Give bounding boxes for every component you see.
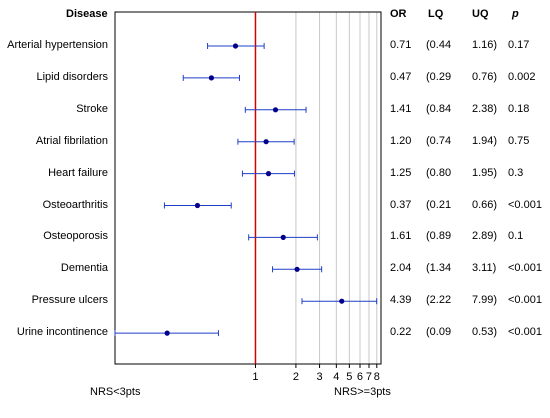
lq-value: (0.44 bbox=[426, 39, 452, 51]
footnote-right: NRS>=3pts bbox=[334, 386, 391, 398]
plot-frame bbox=[114, 11, 382, 365]
or-value: 1.41 bbox=[390, 102, 412, 115]
x-tick-label: 3 bbox=[316, 371, 322, 383]
lq-value: (0.29 bbox=[426, 70, 452, 83]
or-value: 2.04 bbox=[390, 262, 412, 275]
or-value: 0.47 bbox=[390, 70, 412, 83]
p-value: 0.18 bbox=[508, 102, 530, 115]
disease-label: Arterial hypertension bbox=[7, 39, 108, 51]
or-column-header: OR bbox=[390, 8, 407, 20]
or-point bbox=[263, 139, 269, 145]
or-value: 1.61 bbox=[390, 230, 412, 243]
lq-column-header: LQ bbox=[428, 8, 444, 20]
disease-column-header: Disease bbox=[66, 8, 108, 20]
x-tick-label: 8 bbox=[374, 371, 380, 383]
lq-value: (0.89 bbox=[426, 230, 452, 243]
p-value: <0.001 bbox=[508, 198, 542, 211]
lq-value: (2.22 bbox=[426, 294, 452, 307]
or-value: 0.37 bbox=[390, 198, 412, 211]
uq-value: 2.89) bbox=[472, 230, 498, 243]
p-value: <0.001 bbox=[508, 294, 542, 307]
p-value: <0.001 bbox=[508, 262, 542, 275]
or-point bbox=[232, 43, 239, 49]
p-value: 0.3 bbox=[508, 166, 524, 179]
uq-value: 0.76) bbox=[472, 70, 498, 83]
disease-label: Pressure ulcers bbox=[31, 294, 108, 307]
disease-label: Dementia bbox=[60, 262, 108, 275]
lq-value: (0.21 bbox=[426, 198, 452, 211]
x-tick-label: 6 bbox=[357, 371, 363, 383]
disease-label: Osteoporosis bbox=[43, 230, 108, 243]
lq-value: (1.34 bbox=[426, 262, 452, 275]
or-point bbox=[265, 171, 272, 177]
or-point bbox=[194, 202, 201, 209]
or-value: 1.25 bbox=[390, 166, 412, 179]
lq-value: (0.80 bbox=[426, 166, 452, 179]
lq-value: (0.09 bbox=[426, 326, 452, 339]
or-point bbox=[339, 298, 345, 304]
uq-value: 1.94) bbox=[472, 134, 498, 147]
p-value: 0.17 bbox=[508, 39, 530, 51]
uq-value: 1.95) bbox=[472, 166, 498, 179]
uq-value: 1.16) bbox=[472, 39, 498, 51]
x-tick-label: 2 bbox=[293, 371, 299, 383]
uq-value: 0.66) bbox=[472, 198, 498, 211]
or-point bbox=[294, 266, 300, 272]
x-tick-label: 7 bbox=[366, 371, 372, 383]
disease-label: Osteoarthritis bbox=[42, 198, 108, 211]
x-tick-label: 5 bbox=[346, 371, 352, 383]
disease-label: Urine incontinence bbox=[16, 326, 108, 339]
or-point bbox=[280, 234, 286, 240]
or-value: 0.71 bbox=[390, 39, 412, 51]
p-value: 0.75 bbox=[508, 134, 530, 147]
or-value: 4.39 bbox=[390, 294, 412, 307]
lq-value: (0.84 bbox=[426, 102, 452, 115]
disease-label: Lipid disorders bbox=[36, 70, 108, 83]
uq-value: 2.38) bbox=[472, 102, 498, 115]
or-point bbox=[272, 107, 279, 113]
or-value: 1.20 bbox=[390, 134, 412, 147]
x-tick-label: 1 bbox=[252, 371, 258, 383]
uq-value: 3.11) bbox=[472, 262, 497, 275]
or-point bbox=[208, 75, 215, 81]
lq-value: (0.74 bbox=[426, 134, 452, 147]
disease-label: Atrial fibrilation bbox=[35, 134, 108, 147]
x-tick-label: 4 bbox=[333, 371, 339, 383]
disease-label: Heart failure bbox=[48, 166, 108, 179]
disease-label: Stroke bbox=[76, 102, 108, 115]
p-value: <0.001 bbox=[508, 326, 542, 339]
p-column-header: p bbox=[512, 8, 519, 20]
footnote-left: NRS<3pts bbox=[90, 386, 141, 398]
p-value: 0.1 bbox=[508, 230, 524, 243]
uq-value: 7.99) bbox=[472, 294, 498, 307]
uq-column-header: UQ bbox=[472, 8, 489, 20]
or-value: 0.22 bbox=[390, 326, 412, 339]
p-value: 0.002 bbox=[508, 70, 536, 83]
uq-value: 0.53) bbox=[472, 326, 498, 339]
or-point bbox=[164, 330, 170, 336]
